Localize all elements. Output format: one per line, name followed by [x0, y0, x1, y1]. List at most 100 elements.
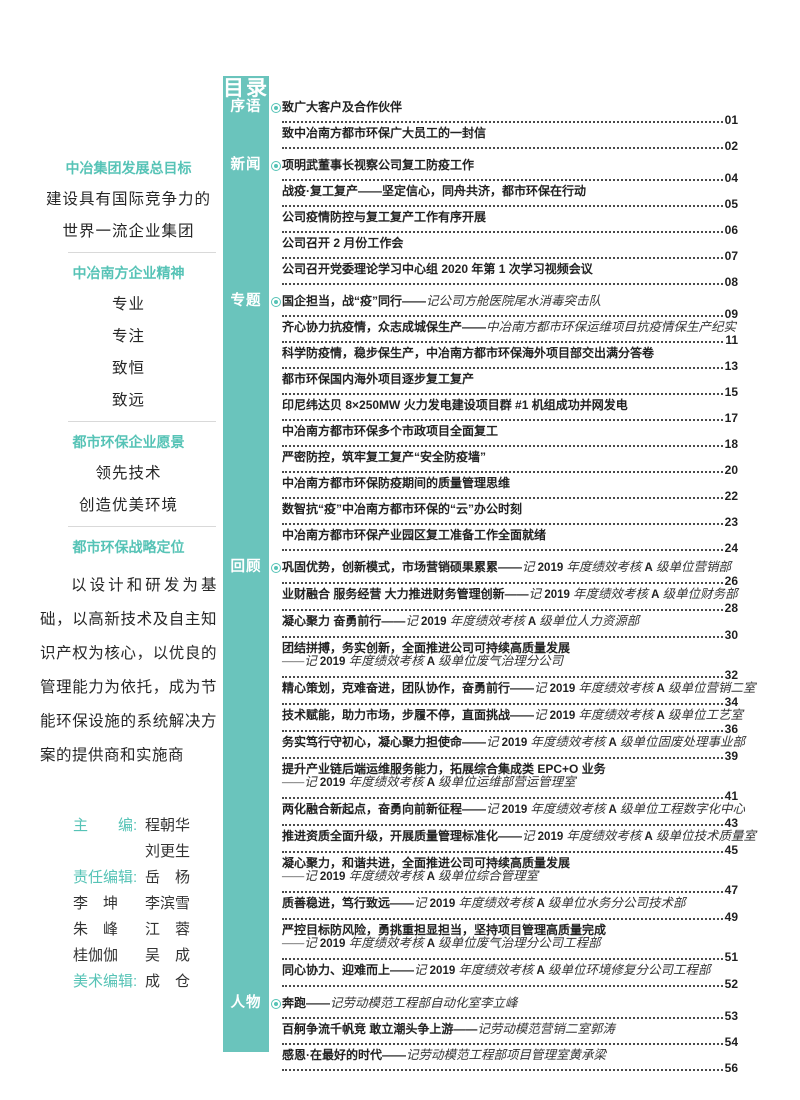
dotted-leader [282, 179, 723, 181]
toc-entry[interactable]: 印尼纬达贝 8×250MW 火力发电建设项目群 #1 机组成功并网发电 17 [282, 398, 738, 424]
toc-entry-title: 致中冶南方都市环保广大员工的一封信 [282, 126, 487, 140]
toc-entry[interactable]: 同心协力、迎难而上——记 2019 年度绩效考核 A 级单位环境修复分公司工程部… [282, 963, 738, 990]
toc-entry[interactable]: 业财融合 服务经营 大力推进财务管理创新——记 2019 年度绩效考核 A 级单… [282, 587, 738, 614]
dotted-leader [282, 445, 723, 447]
toc-section: 新闻 项明武董事长视察公司复工防疫工作 04 战疫·复工复产——坚定信心，同舟共济，都… [231, 157, 739, 288]
toc-entry-title: 公司疫情防控与复工复产工作有序开展 [282, 210, 487, 224]
dotted-leader [282, 582, 723, 584]
toc-entry-title: 严控目标防风险，勇挑重担显担当，坚持项目管理高质量完成 [282, 923, 607, 937]
editor-name [73, 839, 145, 865]
section-label: 人物 [230, 995, 262, 1011]
toc-entry[interactable]: 公司召开党委理论学习中心组 2020 年第 1 次学习视频会议 08 [282, 262, 738, 288]
page-number: 18 [724, 437, 738, 451]
page-number: 17 [724, 411, 738, 425]
dotted-leader-row: 36 [282, 723, 738, 735]
dotted-leader [282, 231, 723, 233]
toc-entry[interactable]: 都市环保国内海外项目逐步复工复产 15 [282, 372, 738, 398]
toc-entry[interactable]: 团结拼搏，务实创新，全面推进公司可持续高质量发展 ——记 2019 年度绩效考核 … [282, 641, 738, 681]
toc-entry-title: 精心策划，克难奋进，团队协作，奋勇前行——记 2019 年度绩效考核 A 级单位… [282, 681, 756, 695]
dotted-leader [282, 1043, 723, 1045]
toc-entry[interactable]: 战疫·复工复产——坚定信心，同舟共济，都市环保在行动 05 [282, 184, 738, 210]
toc-entry-title: 技术赋能，助力市场，步履不停，直面挑战——记 2019 年度绩效考核 A 级单位… [282, 708, 743, 722]
toc-entry[interactable]: 中冶南方都市环保多个市政项目全面复工 18 [282, 424, 738, 450]
editor-name: 成 仓 [145, 973, 191, 990]
toc-entry-title: 业财融合 服务经营 大力推进财务管理创新——记 2019 年度绩效考核 A 级单… [282, 587, 738, 601]
toc-entry[interactable]: 两化融合新起点，奋勇向前新征程——记 2019 年度绩效考核 A 级单位工程数字… [282, 802, 745, 829]
toc-entry[interactable]: 精心策划，克难奋进，团队协作，奋勇前行——记 2019 年度绩效考核 A 级单位… [282, 681, 756, 708]
dotted-leader [282, 730, 723, 732]
toc-entry[interactable]: 务实笃行守初心，凝心聚力担使命——记 2019 年度绩效考核 A 级单位固废处理… [282, 735, 745, 762]
toc-entry-title: 凝心聚力 奋勇前行——记 2019 年度绩效考核 A 级单位人力资源部 [282, 614, 640, 628]
page-number: 01 [724, 113, 738, 127]
dotted-leader [282, 891, 723, 893]
toc-entry-title: 推进资质全面升级，开展质量管理标准化——记 2019 年度绩效考核 A 级单位技… [282, 829, 756, 843]
toc-entry[interactable]: 推进资质全面升级，开展质量管理标准化——记 2019 年度绩效考核 A 级单位技… [282, 829, 756, 856]
dotted-leader-row: 18 [282, 438, 738, 450]
dotted-leader [282, 958, 723, 960]
sidebar-block: 都市环保战略定位 以设计和研发为基础，以高新技术及自主知识产权为核心，以优良的管理… [40, 539, 217, 773]
toc-entry[interactable]: 技术赋能，助力市场，步履不停，直面挑战——记 2019 年度绩效考核 A 级单位… [282, 708, 743, 735]
dotted-leader [282, 1017, 723, 1019]
editor-role-label: 美术编辑: [73, 973, 138, 990]
toc-entry[interactable]: 人物 奔跑——记劳动模范工程部自动化室李立峰 53 [231, 995, 739, 1022]
page-number: 26 [724, 574, 738, 588]
toc-entry[interactable]: 齐心协力抗疫情，众志成城保生产——中冶南方都市环保运维项目抗疫情保生产纪实 11 [282, 320, 738, 346]
page-number: 47 [724, 883, 738, 897]
toc-entry[interactable]: 公司召开 2 月份工作会 07 [282, 236, 738, 262]
toc-entry[interactable]: 科学防疫情，稳步保生产，中冶南方都市环保海外项目部交出满分答卷 13 [282, 346, 738, 372]
editor-name: 程朝华 [145, 817, 191, 834]
toc-entry-title: 项明武董事长视察公司复工防疫工作 [282, 158, 475, 172]
dotted-leader-row: 45 [282, 844, 738, 856]
dotted-leader-row: 05 [282, 198, 738, 210]
dotted-leader [282, 1069, 723, 1071]
toc-entry-subtitle: ——记 2019 年度绩效考核 A 级单位废气治理分公司工程部 [282, 936, 601, 951]
dotted-leader-row: 56 [282, 1062, 738, 1074]
page-number: 45 [724, 843, 738, 857]
toc-entry-title: 严密防控，筑牢复工复产“安全防疫墙” [282, 450, 487, 464]
dotted-leader-row: 28 [282, 602, 738, 614]
toc-entry[interactable]: 公司疫情防控与复工复产工作有序开展 06 [282, 210, 738, 236]
toc-entry[interactable]: 序语 致广大客户及合作伙伴 01 [231, 99, 739, 127]
dotted-leader-row: 23 [282, 516, 738, 528]
dotted-leader [282, 367, 723, 369]
toc-section: 回顾 巩固优势，创新模式，市场营销硕果累累——记 2019 年度绩效考核 A 级单… [231, 559, 756, 990]
dotted-leader-row: 06 [282, 224, 738, 236]
toc-entry[interactable]: 新闻 项明武董事长视察公司复工防疫工作 04 [231, 157, 739, 185]
toc-entry[interactable]: 致中冶南方都市环保广大员工的一封信 02 [282, 126, 738, 152]
page-number: 49 [724, 910, 738, 924]
section-bullet-icon [271, 297, 281, 307]
toc-entry[interactable]: 凝心聚力，和谐共进，全面推进公司可持续高质量发展 ——记 2019 年度绩效考核 … [282, 856, 738, 896]
dotted-leader-row: 20 [282, 464, 738, 476]
toc-list: 序语 致广大客户及合作伙伴 01 致中冶南方都市环保广大员工的一封信 02 新闻 项明武董事… [231, 99, 756, 1074]
page-number: 07 [724, 249, 738, 263]
page-number: 23 [724, 515, 738, 529]
toc-entry[interactable]: 严密防控，筑牢复工复产“安全防疫墙” 20 [282, 450, 738, 476]
page-number: 20 [724, 463, 738, 477]
toc-entry-title: 齐心协力抗疫情，众志成城保生产——中冶南方都市环保运维项目抗疫情保生产纪实 [282, 320, 737, 334]
toc-title: 目录 [223, 77, 269, 100]
toc-entry[interactable]: 凝心聚力 奋勇前行——记 2019 年度绩效考核 A 级单位人力资源部 30 [282, 614, 738, 641]
page-number: 04 [724, 171, 738, 185]
toc-entry[interactable]: 数智抗“疫”中冶南方都市环保的“云”办公时刻 23 [282, 502, 738, 528]
toc-entry[interactable]: 严控目标防风险，勇挑重担显担当，坚持项目管理高质量完成 ——记 2019 年度绩效… [282, 923, 738, 963]
toc-entry-title: 公司召开党委理论学习中心组 2020 年第 1 次学习视频会议 [282, 262, 593, 276]
toc-entry-title: 科学防疫情，稳步保生产，中冶南方都市环保海外项目部交出满分答卷 [282, 346, 655, 360]
toc-entry[interactable]: 专题 国企担当，战“疫”同行——记公司方舱医院尾水消毒突击队 09 [231, 293, 739, 320]
page-number: 08 [724, 275, 738, 289]
editor-name: 江 蓉 [145, 921, 191, 938]
toc-entry[interactable]: 中冶南方都市环保产业园区复工准备工作全面就绪 24 [282, 528, 738, 554]
dotted-leader [282, 205, 723, 207]
dotted-leader-row: 47 [282, 884, 738, 896]
toc-entry[interactable]: 回顾 巩固优势，创新模式，市场营销硕果累累——记 2019 年度绩效考核 A 级单… [231, 559, 739, 588]
page-number: 56 [724, 1061, 738, 1075]
toc-entry[interactable]: 提升产业链后端运维服务能力，拓展综合集成类 EPC+O 业务 ——记 2019 年… [282, 762, 738, 802]
toc-entry[interactable]: 感恩·在最好的时代——记劳动模范工程部项目管理室黄承梁 56 [282, 1048, 738, 1074]
dotted-leader [282, 918, 723, 920]
dotted-leader-row: 17 [282, 412, 738, 424]
toc-entry[interactable]: 质善稳进，笃行致远——记 2019 年度绩效考核 A 级单位水务分公司技术部 49 [282, 896, 738, 923]
toc-entry-title: 团结拼搏，务实创新，全面推进公司可持续高质量发展 [282, 641, 571, 655]
toc-entry[interactable]: 百舸争流千帆竞 敢立潮头争上游——记劳动模范营销二室郭涛 54 [282, 1022, 738, 1048]
toc-entry[interactable]: 中冶南方都市环保防疫期间的质量管理思维 22 [282, 476, 738, 502]
sidebar-heading: 都市环保战略定位 [72, 539, 185, 555]
toc-entry-title: 提升产业链后端运维服务能力，拓展综合集成类 EPC+O 业务 [282, 762, 606, 776]
